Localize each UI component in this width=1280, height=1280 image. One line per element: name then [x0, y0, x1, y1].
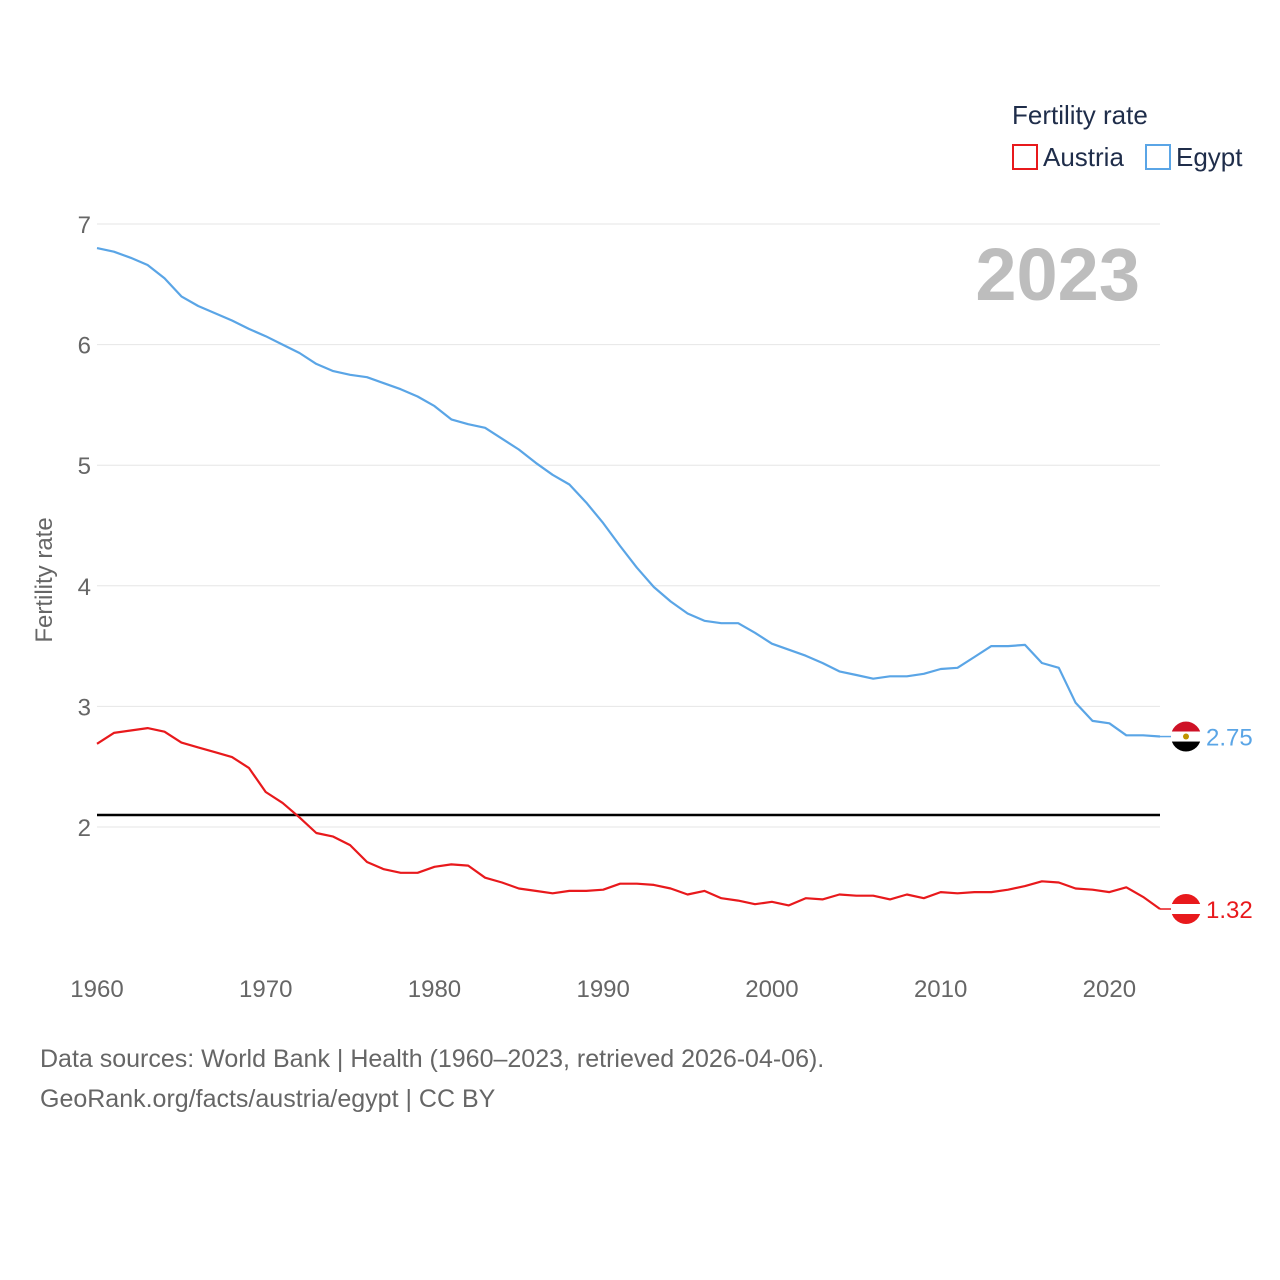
series: [96, 247, 1161, 910]
current-year-label: 2023: [975, 233, 1140, 316]
legend-label-egypt[interactable]: Egypt: [1176, 142, 1243, 172]
x-tick-label-1960: 1960: [70, 976, 123, 1003]
x-tick-label-1990: 1990: [576, 976, 629, 1003]
y-tick-label-6: 6: [78, 333, 91, 360]
legend-swatch-austria[interactable]: [1012, 144, 1038, 170]
end-value-label-egypt: 2.75: [1206, 725, 1253, 752]
grid: [97, 223, 1160, 828]
legend-swatch-egypt[interactable]: [1145, 144, 1171, 170]
y-tick-label-3: 3: [78, 694, 91, 721]
x-tick-label-1980: 1980: [408, 976, 461, 1003]
austria-flag-icon: [1171, 894, 1201, 925]
legend-title: Fertility rate: [1012, 100, 1148, 130]
x-tick-label-2020: 2020: [1083, 976, 1136, 1003]
data-source-text: Data sources: World Bank | Health (1960–…: [40, 1045, 825, 1073]
y-axis-label: Fertility rate: [31, 517, 58, 642]
y-tick-label-2: 2: [78, 815, 91, 842]
series-line-egypt: [96, 247, 1161, 738]
x-tick-label-1970: 1970: [239, 976, 292, 1003]
egypt-flag-icon: [1171, 721, 1201, 752]
end-labels: 1.32 2.75: [1160, 721, 1253, 925]
series-line-austria: [96, 726, 1161, 910]
y-tick-label-4: 4: [78, 574, 91, 601]
y-tick-label-5: 5: [78, 453, 91, 480]
x-tick-label-2010: 2010: [914, 976, 967, 1003]
attribution-text: GeoRank.org/facts/austria/egypt | CC BY: [40, 1085, 496, 1113]
y-tick-label-7: 7: [78, 212, 91, 239]
axes: 2 3 4 5 6 7 1960 1970 1980 1990 2000 2010 2020: [70, 212, 1136, 1003]
legend[interactable]: Fertility rate Austria Egypt: [1012, 100, 1243, 172]
legend-label-austria[interactable]: Austria: [1043, 142, 1124, 172]
x-tick-label-2000: 2000: [745, 976, 798, 1003]
end-value-label-austria: 1.32: [1206, 897, 1253, 924]
